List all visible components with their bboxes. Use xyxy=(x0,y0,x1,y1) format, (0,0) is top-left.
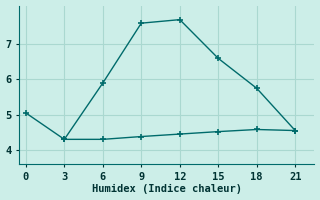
X-axis label: Humidex (Indice chaleur): Humidex (Indice chaleur) xyxy=(92,184,242,194)
